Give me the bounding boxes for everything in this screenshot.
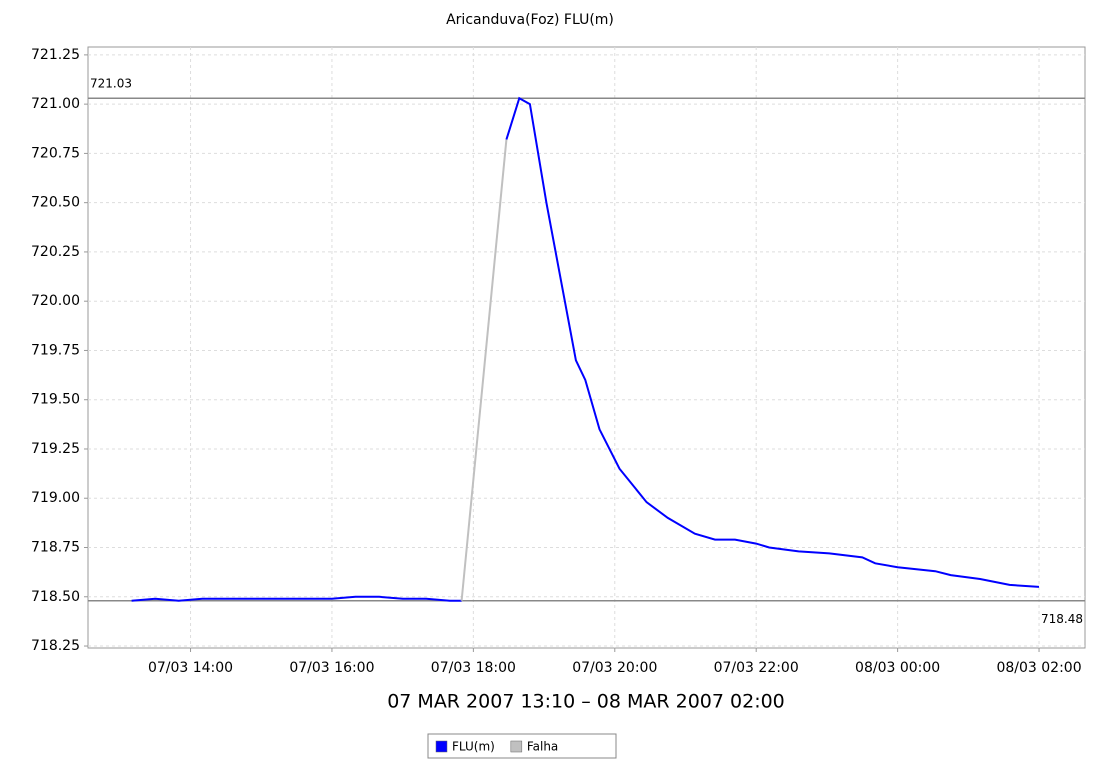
series-line xyxy=(131,595,462,602)
x-tick-label: 07/03 20:00 xyxy=(572,660,657,676)
y-tick-label: 720.75 xyxy=(31,145,80,161)
chart-title: Aricanduva(Foz) FLU(m) xyxy=(446,12,614,28)
series-line xyxy=(460,139,508,601)
x-tick-label: 08/03 00:00 xyxy=(855,660,940,676)
legend-swatch xyxy=(435,740,448,753)
legend-swatch xyxy=(510,740,523,753)
legend-label: FLU(m) xyxy=(452,740,495,754)
y-tick-label: 718.50 xyxy=(31,589,80,605)
marker-label: 721.03 xyxy=(90,77,132,91)
series-line xyxy=(505,96,1040,588)
y-tick-label: 719.25 xyxy=(31,441,80,457)
y-tick-label: 719.75 xyxy=(31,342,80,358)
plot-area xyxy=(87,46,1086,649)
marker-label: 718.48 xyxy=(1041,612,1083,626)
y-tick-label: 721.00 xyxy=(31,96,80,112)
y-tick-label: 721.25 xyxy=(31,47,80,63)
x-tick-label: 07/03 16:00 xyxy=(289,660,374,676)
legend: FLU(m) Falha xyxy=(427,733,617,759)
y-tick-label: 718.25 xyxy=(31,638,80,654)
x-axis-label: 07 MAR 2007 13:10 – 08 MAR 2007 02:00 xyxy=(387,691,785,713)
x-tick-label: 07/03 14:00 xyxy=(148,660,233,676)
y-tick-label: 720.00 xyxy=(31,293,80,309)
x-tick-label: 07/03 18:00 xyxy=(431,660,516,676)
y-tick-label: 719.00 xyxy=(31,490,80,506)
y-tick-label: 720.50 xyxy=(31,195,80,211)
legend-label: Falha xyxy=(527,740,558,754)
x-tick-label: 08/03 02:00 xyxy=(996,660,1081,676)
y-tick-label: 720.25 xyxy=(31,244,80,260)
x-tick-label: 07/03 22:00 xyxy=(714,660,799,676)
y-tick-label: 718.75 xyxy=(31,540,80,556)
y-tick-label: 719.50 xyxy=(31,392,80,408)
